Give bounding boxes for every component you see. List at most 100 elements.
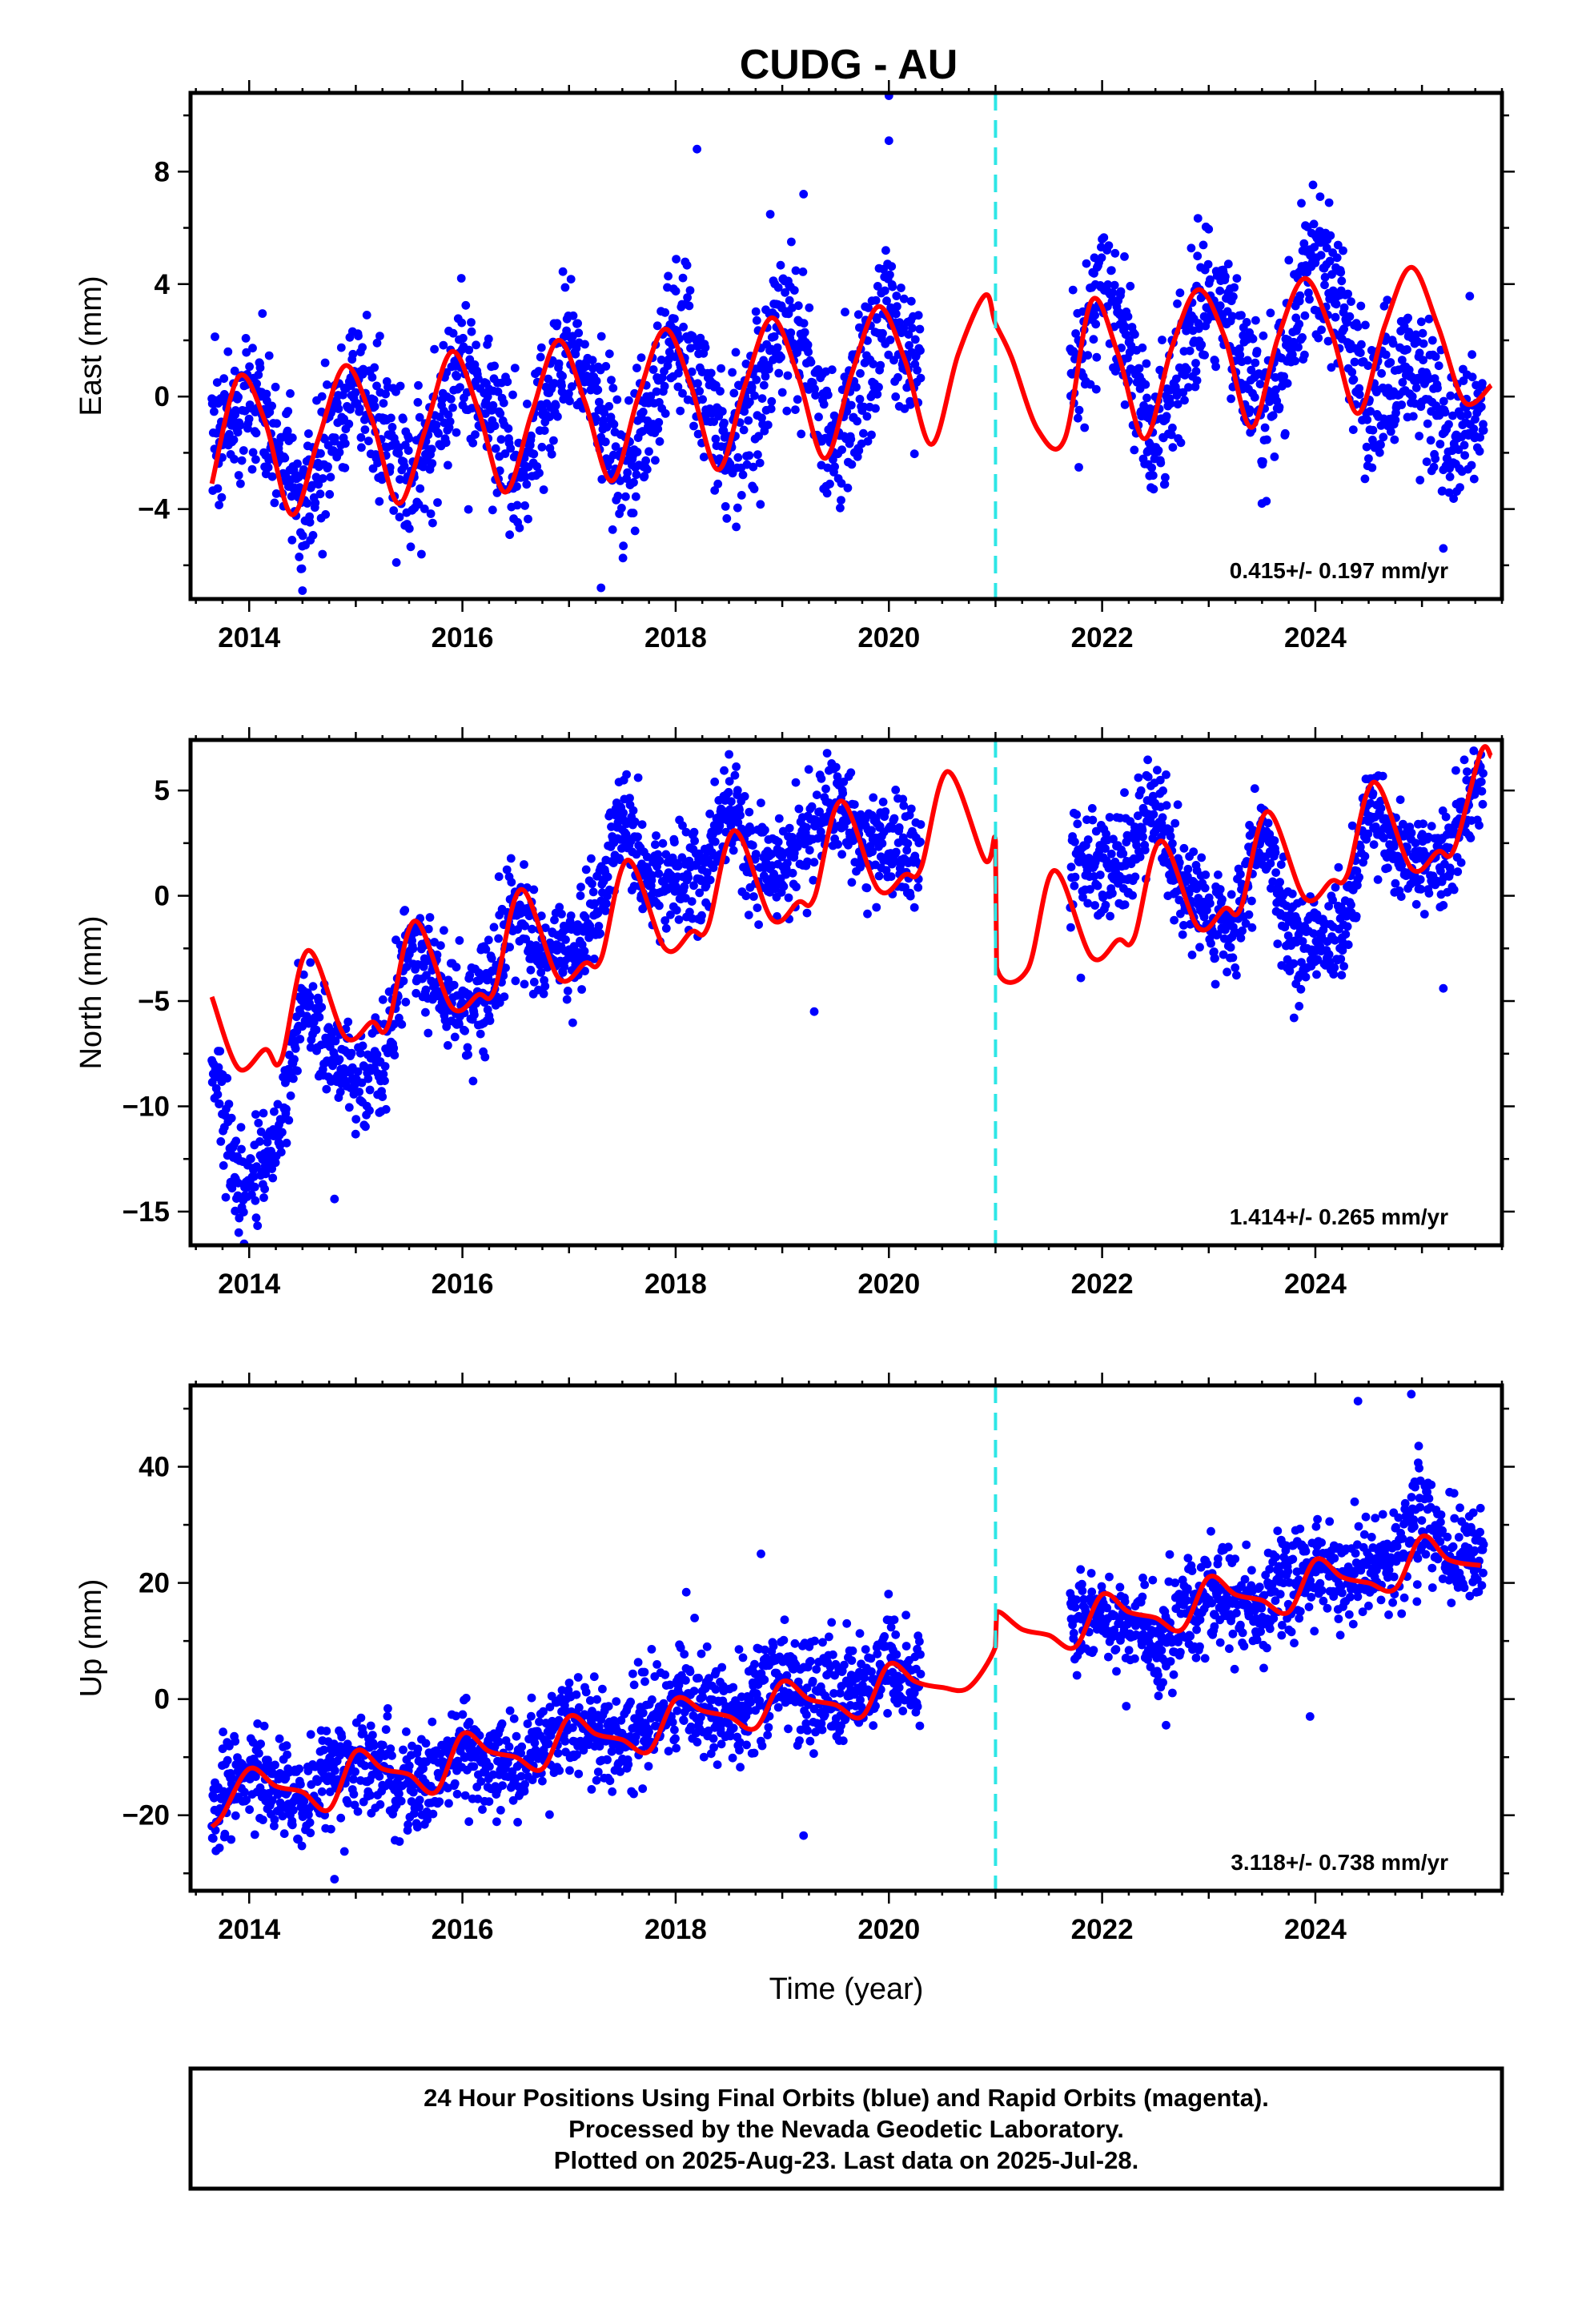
- observation-point: [613, 492, 623, 501]
- observation-point: [733, 786, 742, 795]
- observation-point: [885, 270, 894, 279]
- observation-point: [701, 343, 710, 352]
- observation-point: [540, 426, 549, 435]
- observation-point: [581, 865, 591, 875]
- observation-point: [1395, 795, 1405, 804]
- observation-point: [673, 862, 683, 871]
- observation-point: [219, 374, 229, 384]
- observation-point: [1320, 280, 1329, 290]
- observation-point: [1415, 476, 1425, 485]
- observation-point: [729, 388, 739, 398]
- observation-point: [355, 1048, 365, 1058]
- observation-point: [823, 390, 833, 400]
- observation-point: [754, 432, 763, 440]
- observation-point: [1368, 425, 1378, 435]
- observation-point: [793, 395, 802, 404]
- observation-point: [1296, 984, 1306, 994]
- observation-point: [1101, 900, 1110, 910]
- observation-point: [833, 772, 842, 782]
- observation-point: [289, 1805, 298, 1815]
- observation-point: [733, 818, 743, 827]
- observation-point: [1327, 270, 1336, 279]
- observation-point: [223, 1074, 232, 1083]
- observation-point: [1331, 312, 1340, 322]
- observation-point: [576, 883, 585, 891]
- observation-point: [287, 536, 297, 545]
- observation-point: [1398, 378, 1407, 387]
- observation-point: [1201, 870, 1211, 879]
- observation-point: [740, 792, 749, 801]
- observation-point: [1121, 322, 1130, 332]
- observation-point: [271, 1158, 280, 1168]
- observation-point: [873, 282, 882, 291]
- observation-point: [215, 1844, 224, 1852]
- observation-point: [480, 1052, 490, 1062]
- observation-point: [1173, 400, 1182, 409]
- observation-point: [1168, 423, 1177, 432]
- observation-point: [248, 448, 258, 457]
- observation-point: [863, 909, 872, 919]
- observation-point: [1235, 350, 1245, 360]
- observation-point: [1337, 276, 1347, 286]
- observation-point: [404, 446, 413, 455]
- observation-point: [1396, 892, 1406, 901]
- observation-point: [601, 362, 611, 371]
- observation-point: [1270, 452, 1279, 461]
- observation-point: [725, 777, 734, 786]
- observation-point: [255, 363, 265, 372]
- observation-point: [789, 286, 799, 295]
- observation-point: [523, 400, 532, 408]
- observation-point: [833, 840, 842, 849]
- observation-point: [208, 1834, 218, 1844]
- observation-point: [1138, 826, 1147, 834]
- observation-point: [216, 1137, 226, 1146]
- observation-point: [421, 985, 431, 995]
- observation-point: [781, 287, 789, 297]
- x-tick-label: 2024: [1284, 622, 1347, 653]
- observation-point: [234, 392, 243, 402]
- observation-point: [379, 1069, 388, 1079]
- observation-point: [1263, 435, 1271, 444]
- observation-point: [745, 397, 754, 407]
- observation-point: [1153, 766, 1162, 775]
- observation-point: [624, 396, 633, 405]
- observation-point: [1411, 330, 1420, 340]
- observation-point: [303, 499, 312, 508]
- observation-point: [367, 372, 377, 382]
- observation-point: [1339, 324, 1348, 334]
- observation-point: [1266, 308, 1275, 318]
- observation-point: [397, 1019, 407, 1029]
- observation-point: [721, 502, 730, 511]
- observation-point: [1195, 324, 1203, 333]
- observation-point: [1348, 425, 1358, 434]
- observation-point: [767, 850, 777, 858]
- observation-point: [745, 807, 754, 817]
- observation-point: [308, 982, 318, 991]
- observation-point: [1293, 919, 1303, 928]
- observation-point: [670, 838, 679, 846]
- observation-point: [1206, 899, 1215, 908]
- observation-point: [1250, 784, 1259, 794]
- observation-point: [1446, 867, 1456, 877]
- observation-point: [693, 379, 702, 388]
- observation-point: [512, 482, 521, 491]
- observation-point: [611, 442, 620, 452]
- observation-point: [455, 936, 464, 945]
- observation-point: [1108, 288, 1118, 297]
- observation-point: [1298, 937, 1307, 946]
- observation-point: [304, 429, 313, 438]
- observation-point: [628, 509, 638, 518]
- observation-point: [1162, 801, 1171, 810]
- observation-point: [1467, 460, 1476, 470]
- observation-point: [869, 793, 878, 802]
- observation-point: [1297, 199, 1306, 208]
- observation-point: [566, 275, 576, 283]
- observation-point: [1439, 396, 1448, 406]
- observation-point: [589, 955, 599, 963]
- observation-point: [713, 479, 723, 489]
- observation-point: [738, 470, 748, 480]
- observation-point: [223, 1755, 232, 1765]
- observation-point: [1273, 939, 1283, 948]
- observation-point: [908, 324, 917, 333]
- y-tick-label: −4: [138, 494, 170, 525]
